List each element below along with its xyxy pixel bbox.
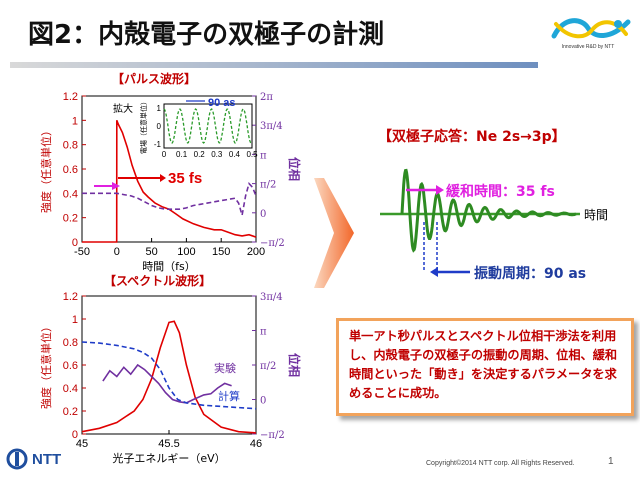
inset-y-tick-label: 1 — [157, 104, 162, 113]
y2-tick-label: −π/2 — [260, 238, 285, 249]
inset-x-tick-label: 0.1 — [176, 150, 188, 159]
y2-tick-label: 3π/4 — [260, 292, 283, 303]
inset-x-tick-label: 0.5 — [246, 150, 258, 159]
inset-x-tick-label: 0.3 — [211, 150, 223, 159]
phase-arrow-head — [112, 182, 120, 190]
logo-tagline: Innovative R&D by NTT — [561, 44, 615, 50]
x-tick-label: 50 — [145, 246, 157, 258]
relax-arrow-head — [436, 185, 444, 195]
inset-y-label: 電場（任意単位） — [139, 98, 148, 154]
x-tick-label: 45.5 — [158, 438, 179, 450]
series-line-実験 — [102, 363, 232, 404]
series-line-intensity — [82, 120, 257, 243]
y2-tick-label: 3π/4 — [260, 121, 283, 132]
y-tick-label: 0.4 — [63, 383, 78, 395]
y2-tick-label: 0 — [260, 396, 266, 407]
y-tick-label: 0.2 — [63, 213, 78, 225]
period-arrow-head — [430, 267, 438, 277]
x-tick-label: 150 — [212, 246, 230, 258]
right-arrow-icon — [314, 178, 354, 288]
ntt-logo-icon — [6, 448, 28, 470]
inset-y-tick-label: -1 — [154, 140, 162, 149]
y2-axis-label: 位相 — [287, 353, 302, 377]
inset-x-tick-label: 0.4 — [229, 150, 241, 159]
x-axis-label: 光子エネルギー（eV） — [112, 451, 225, 465]
y2-tick-label: 2π — [260, 92, 273, 103]
y-tick-label: 0.4 — [63, 188, 78, 200]
y2-tick-label: π/2 — [260, 180, 276, 191]
x-tick-label: 46 — [250, 438, 262, 450]
legend-calc: 計算 — [218, 389, 240, 403]
y-tick-label: 0.8 — [63, 140, 78, 152]
ntt-brand-text: NTT — [32, 450, 62, 468]
series-line-計算 — [81, 341, 257, 410]
inset-y-tick-label: 0 — [157, 122, 162, 131]
x-tick-label: 45 — [76, 438, 88, 450]
y-tick-label: 0.6 — [63, 360, 78, 372]
pulse-panel-heading: 【パルス波形】 — [112, 72, 197, 86]
x-axis-label: 時間（fs） — [142, 260, 196, 273]
y-tick-label: 0.2 — [63, 406, 78, 418]
series-line-強度 — [81, 320, 257, 434]
x-tick-label: 100 — [177, 246, 195, 258]
relax-time-label: 緩和時間：35 fs — [446, 183, 555, 200]
y-tick-label: 1 — [72, 314, 78, 326]
summary-message-text: 単一アト秒パルスとスペクトル位相干渉法を利用し、内殻電子の双極子の振動の周期、位… — [349, 329, 618, 400]
y-tick-label: 1.2 — [63, 91, 78, 103]
y-tick-label: 1 — [72, 115, 78, 127]
inset-x-tick-label: 0 — [162, 150, 167, 159]
response-heading: 【双極子応答：Ne 2s→3p】 — [378, 129, 566, 145]
y-tick-label: 1.2 — [63, 291, 78, 303]
innovative-logo — [551, 18, 631, 39]
legend-experiment: 実験 — [214, 361, 236, 375]
copyright-notice: Copyright©2014 NTT corp. All Rights Rese… — [426, 460, 575, 467]
y2-tick-label: π — [260, 150, 267, 161]
summary-message-box: 単一アト秒パルスとスペクトル位相干渉法を利用し、内殻電子の双極子の振動の周期、位… — [336, 318, 634, 416]
fs-label: 35 fs — [168, 170, 202, 187]
inset-x-tick-label: 0.2 — [194, 150, 206, 159]
y2-tick-label: π — [260, 327, 267, 338]
x-tick-label: 0 — [114, 246, 120, 258]
y-tick-label: 0 — [72, 237, 78, 249]
x-tick-label: -50 — [74, 246, 90, 258]
y2-tick-label: −π/2 — [260, 430, 285, 441]
y-axis-label: 強度（任意単位） — [39, 321, 53, 409]
y-tick-label: 0.8 — [63, 337, 78, 349]
title-underline — [10, 62, 538, 68]
spectrum-panel-heading: 【スペクトル波形】 — [104, 274, 212, 288]
ntt-footer-logo: NTT — [6, 448, 61, 470]
slide-title: 図2：内殻電子の双極子の計測 — [28, 20, 385, 50]
y2-axis-label: 位相 — [287, 157, 302, 181]
x-tick-label: 200 — [247, 246, 265, 258]
fs-arrow-head — [160, 174, 166, 182]
y2-tick-label: π/2 — [260, 361, 276, 372]
y-tick-label: 0 — [72, 429, 78, 441]
inset-field-wave — [163, 108, 253, 144]
inset-zoom-label: 拡大 — [113, 102, 133, 115]
y-axis-label: 強度（任意単位） — [39, 125, 53, 213]
period-label: 振動周期：90 as — [474, 265, 586, 282]
page-number: 1 — [608, 456, 614, 467]
y2-tick-label: 0 — [260, 209, 266, 220]
inset-period-label: 90 as — [208, 97, 236, 109]
dipole-oscillation-line — [400, 168, 577, 253]
time-axis-label: 時間 — [584, 208, 608, 222]
series-line-phase — [82, 182, 257, 216]
y-tick-label: 0.6 — [63, 164, 78, 176]
